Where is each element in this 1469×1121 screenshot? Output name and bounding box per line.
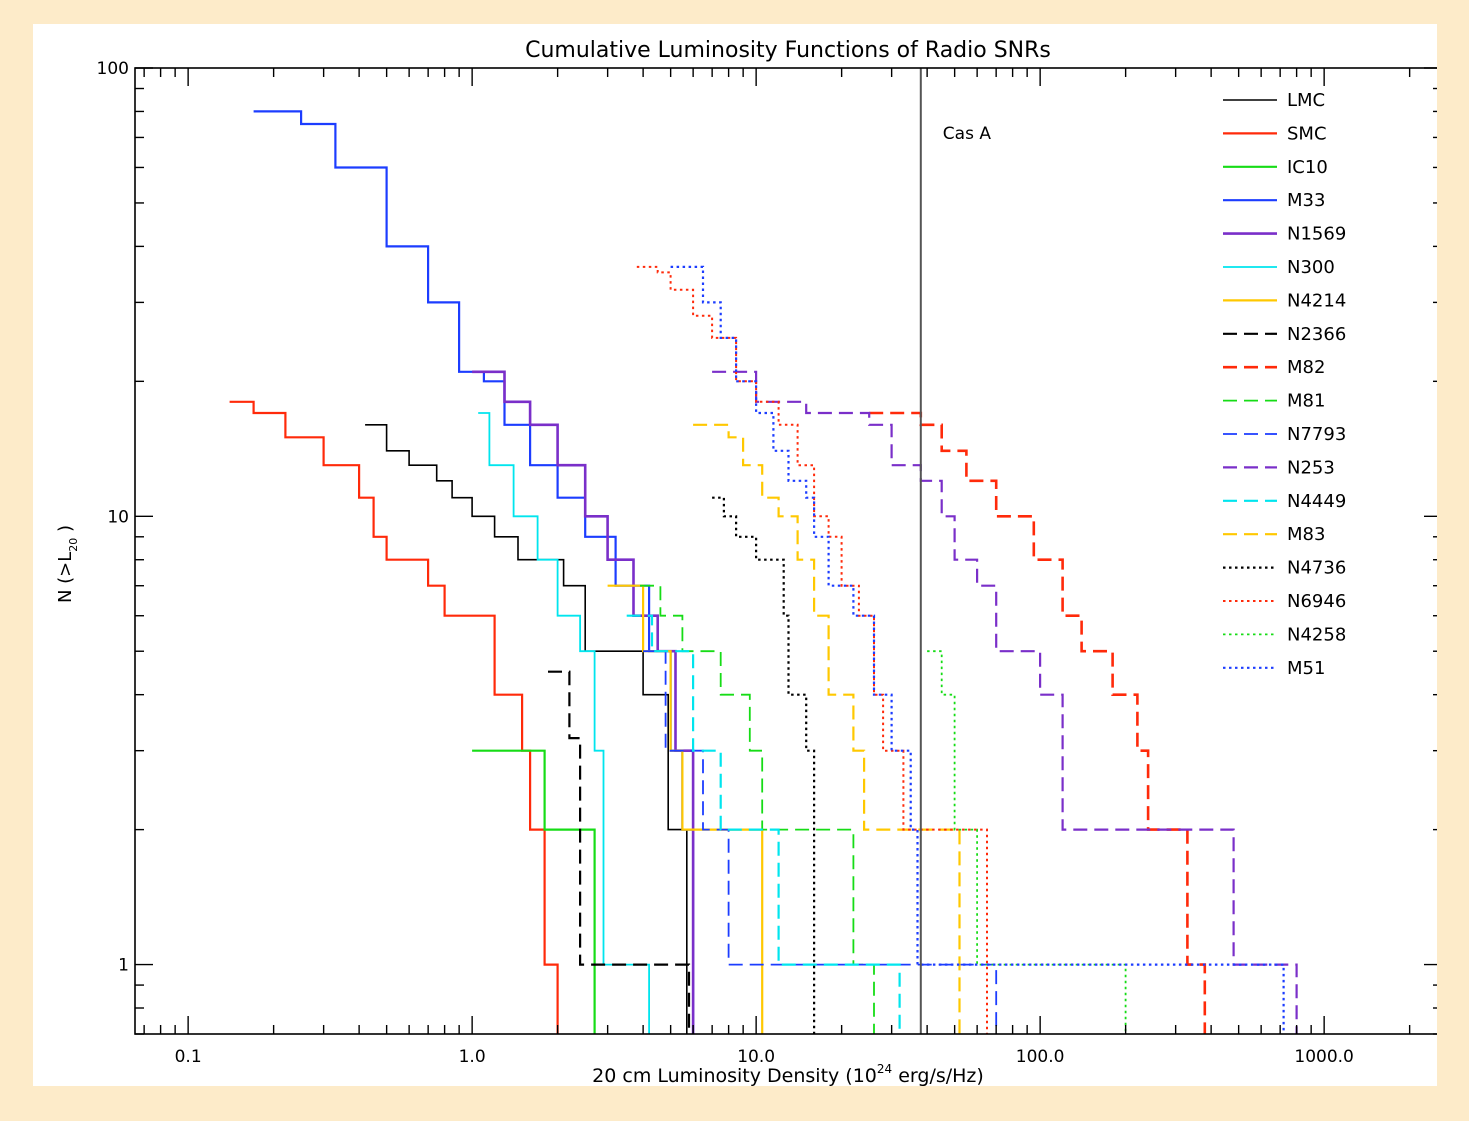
x-tick-label: 100.0 xyxy=(1016,1047,1065,1067)
legend-label-m83: M83 xyxy=(1287,524,1325,545)
series-line-n1569 xyxy=(472,370,695,1034)
series-line-m83 xyxy=(693,423,961,1034)
series-line-n2366 xyxy=(548,670,691,1034)
series-line-m33 xyxy=(253,110,695,1034)
series-line-n4258 xyxy=(927,650,1127,1034)
legend-label-m81: M81 xyxy=(1287,391,1325,412)
legend-label-n7793: N7793 xyxy=(1287,424,1346,445)
cas-a-label: Cas A xyxy=(943,124,992,144)
series-line-n4214 xyxy=(607,584,764,1034)
legend-label-n4736: N4736 xyxy=(1287,558,1346,579)
legend-label-m82: M82 xyxy=(1287,357,1325,378)
series-line-n4449 xyxy=(626,614,901,1034)
legend-label-smc: SMC xyxy=(1287,123,1327,144)
x-tick-label: 1.0 xyxy=(459,1047,486,1067)
legend-label-n253: N253 xyxy=(1287,457,1335,478)
series-line-n300 xyxy=(478,412,650,1034)
x-tick-label: 1000.0 xyxy=(1294,1047,1353,1067)
legend-label-m51: M51 xyxy=(1287,658,1325,679)
chart-panel: Cumulative Luminosity Functions of Radio… xyxy=(33,24,1437,1086)
y-tick-label: 10 xyxy=(107,507,129,527)
x-tick-label: 10.0 xyxy=(737,1047,775,1067)
legend-label-n4449: N4449 xyxy=(1287,491,1346,512)
axes-layer: 0.1 1.0 10.0 100.0 1000.0 1 10 100 xyxy=(97,59,1437,1067)
series-layer xyxy=(229,68,1298,1034)
legend-label-n4214: N4214 xyxy=(1287,290,1346,311)
chart-title: Cumulative Luminosity Functions of Radio… xyxy=(525,38,1051,63)
y-axis-label: N (>L20 ) xyxy=(55,525,80,603)
legend-label-n6946: N6946 xyxy=(1287,591,1346,612)
series-line-n6946 xyxy=(636,265,988,1034)
x-tick-label: 0.1 xyxy=(175,1047,202,1067)
legend-label-n1569: N1569 xyxy=(1287,224,1346,245)
legend-label-n4258: N4258 xyxy=(1287,624,1346,645)
series-line-n7793 xyxy=(643,650,998,1034)
legend-label-ic10: IC10 xyxy=(1287,157,1328,178)
legend-label-n2366: N2366 xyxy=(1287,324,1346,345)
legend-label-lmc: LMC xyxy=(1287,90,1325,111)
x-axis-label: 20 cm Luminosity Density (1024 erg/s/Hz) xyxy=(592,1062,984,1086)
legend-label-n300: N300 xyxy=(1287,257,1335,278)
legend: LMC SMC IC10 M33 N1569 N300 N4214 N2366 M82 M81 N7… xyxy=(1223,90,1346,679)
plot-frame xyxy=(134,67,1437,1035)
series-line-ic10 xyxy=(472,749,596,1034)
series-line-n253 xyxy=(712,370,1298,1034)
y-tick-label: 1 xyxy=(118,956,129,976)
series-line-lmc xyxy=(365,424,688,1034)
series-line-smc xyxy=(229,400,559,1034)
luminosity-chart: Cumulative Luminosity Functions of Radio… xyxy=(55,38,1437,1086)
series-line-m51 xyxy=(670,265,1285,1034)
legend-label-m33: M33 xyxy=(1287,190,1325,211)
series-line-m81 xyxy=(640,584,875,1034)
y-tick-label: 100 xyxy=(97,59,129,79)
series-line-m82 xyxy=(869,411,1207,1034)
series-line-n4736 xyxy=(712,496,816,1034)
